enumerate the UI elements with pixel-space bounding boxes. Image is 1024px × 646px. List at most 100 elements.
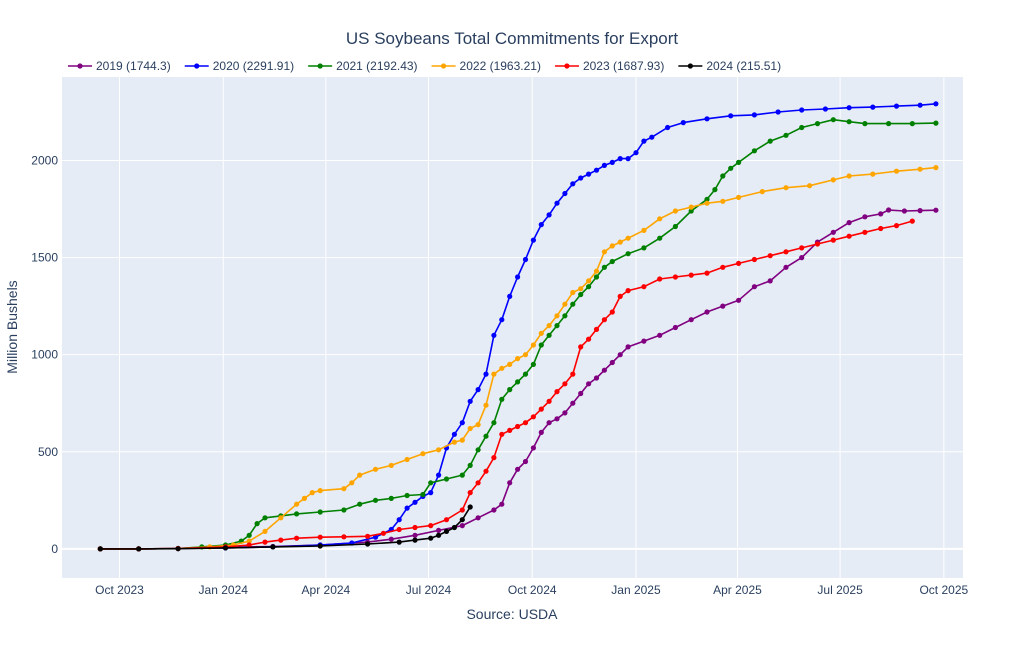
data-point [641,338,647,344]
data-point [515,379,521,385]
data-point [570,371,576,377]
data-point [657,216,663,222]
data-point [317,543,323,549]
data-point [530,414,537,420]
data-point [586,171,592,177]
data-point [317,509,323,515]
data-point [704,270,710,276]
data-point [459,472,465,478]
series-layer [97,101,939,552]
data-point [554,313,560,319]
data-point [933,101,939,107]
data-point [688,208,694,214]
data-point [522,352,529,358]
data-point [570,289,576,296]
data-point [388,462,394,468]
data-point [554,323,560,329]
data-point [404,505,410,511]
data-point [412,499,418,505]
data-point [641,227,647,233]
data-point [412,537,418,543]
data-point [428,535,434,541]
data-point [483,433,489,439]
data-point [246,538,252,544]
legend-label: 2020 (2291.91) [213,59,294,73]
data-point [396,517,402,523]
data-point [507,387,513,393]
data-point [136,546,142,552]
data-point [357,472,363,478]
data-point [554,200,560,206]
data-point [372,497,379,503]
data-point [601,367,608,373]
data-point [475,422,481,428]
data-point [483,468,489,474]
x-tick-label: Jan 2024 [199,583,249,597]
data-point [846,220,852,226]
data-point [893,223,900,229]
data-point [507,480,513,486]
data-point [586,284,592,290]
data-point [522,420,529,426]
data-point [609,243,615,249]
data-point [546,398,552,404]
data-point [436,472,442,478]
data-point [933,165,939,171]
data-point [625,235,631,241]
data-point [522,256,529,263]
series-group [97,504,473,552]
data-point [657,332,663,338]
data-point [309,490,315,496]
legend-swatch-marker [564,63,570,69]
data-point [846,173,852,179]
data-point [578,344,584,350]
data-point [246,542,252,548]
data-point [475,480,481,486]
series-line [100,220,913,550]
data-point [846,105,852,111]
legend-label: 2021 (2192.43) [336,59,417,73]
data-point [380,530,386,536]
data-point [759,189,765,195]
data-point [507,293,513,299]
data-point [294,511,300,517]
data-point [751,112,758,118]
data-point [530,361,537,367]
data-point [499,317,505,323]
data-point [578,390,584,397]
y-axis-label: Million Bushels [4,280,20,373]
data-point [262,528,268,535]
data-point [246,532,252,538]
data-point [625,288,631,294]
x-axis-ticks: Oct 2023 Jan 2024 Apr 2024 Jul 2024 Oct 2024… [95,583,968,597]
data-point [901,208,908,214]
data-point [586,336,592,342]
x-tick-label: Oct 2023 [95,583,144,597]
grid-layer [62,77,963,578]
data-point [862,214,868,220]
data-point [862,229,868,235]
data-point [830,177,836,183]
legend-label: 2022 (1963.21) [460,59,541,73]
legend-item: 2020 (2291.91) [184,59,294,73]
legend-item: 2022 (1963.21) [431,59,541,73]
data-point [814,121,821,127]
data-point [893,103,900,109]
data-point [396,539,402,545]
data-point [917,166,923,172]
data-point [775,109,781,115]
data-point [538,342,544,348]
data-point [436,527,442,534]
data-point [641,138,647,144]
data-point [491,371,497,377]
data-point [633,150,639,156]
data-point [601,264,608,270]
data-point [483,402,489,408]
data-point [617,293,623,299]
data-point [404,456,410,463]
data-point [538,222,544,228]
data-point [720,198,726,204]
data-point [388,495,394,501]
data-point [751,256,758,263]
